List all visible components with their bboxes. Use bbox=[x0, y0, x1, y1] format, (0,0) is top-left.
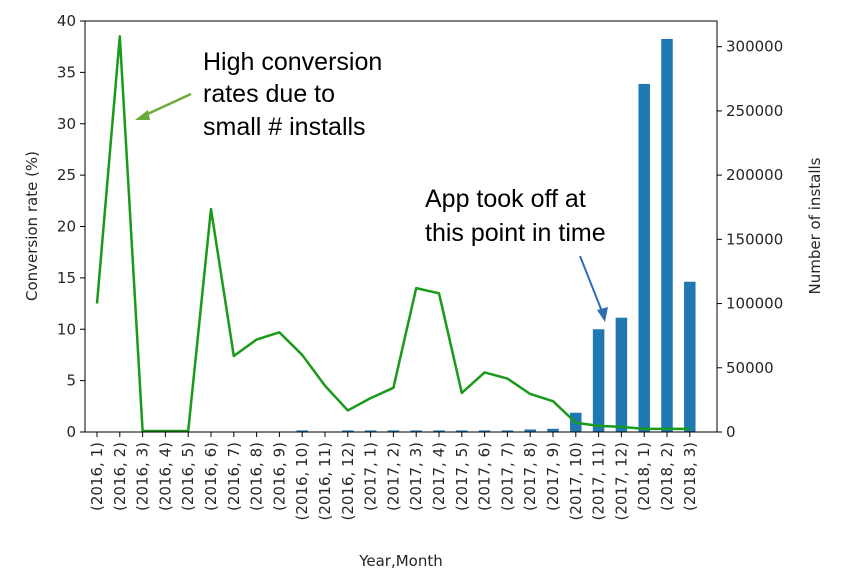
bar bbox=[638, 83, 650, 432]
x-tick-label: (2017, 1) bbox=[362, 442, 380, 511]
annotation-arrowhead bbox=[135, 110, 150, 120]
annotation-arrowhead bbox=[597, 307, 608, 322]
x-tick-label: (2018, 3) bbox=[681, 442, 699, 511]
bar bbox=[364, 430, 377, 432]
x-tick-label: (2017, 11) bbox=[590, 442, 608, 521]
bar bbox=[433, 430, 445, 432]
x-tick-label: (2016, 8) bbox=[248, 442, 266, 511]
bar bbox=[524, 429, 536, 432]
x-tick-label: (2016, 5) bbox=[179, 442, 197, 511]
right-tick-label: 100000 bbox=[726, 295, 783, 313]
x-tick-label: (2017, 10) bbox=[567, 442, 585, 521]
bar bbox=[478, 430, 491, 432]
bar bbox=[661, 38, 673, 432]
x-tick-label: (2016, 11) bbox=[316, 442, 334, 521]
left-tick-label: 25 bbox=[57, 166, 76, 184]
annotation-app-took-off: App took off at this point in time bbox=[425, 185, 608, 322]
annotation-line: this point in time bbox=[425, 219, 606, 247]
left-tick-label: 5 bbox=[66, 372, 76, 390]
left-y-axis-label: Conversion rate (%) bbox=[23, 151, 41, 301]
x-tick-label: (2017, 9) bbox=[544, 442, 562, 511]
left-y-axis: 0 5 10 15 20 25 30 35 40 bbox=[57, 12, 85, 441]
annotation-line: rates due to bbox=[203, 80, 335, 108]
right-tick-label: 200000 bbox=[726, 166, 783, 184]
x-tick-label: (2017, 6) bbox=[476, 442, 494, 511]
right-tick-label: 0 bbox=[726, 423, 736, 441]
bar bbox=[296, 430, 308, 432]
x-axis-label: Year,Month bbox=[358, 552, 443, 570]
x-tick-label: (2017, 7) bbox=[498, 442, 516, 511]
right-tick-label: 300000 bbox=[726, 38, 783, 56]
right-y-axis-label: Number of installs bbox=[806, 157, 824, 294]
x-tick-label: (2017, 8) bbox=[521, 442, 539, 511]
bar bbox=[387, 430, 400, 432]
bar bbox=[456, 430, 468, 432]
x-tick-label: (2016, 4) bbox=[156, 442, 174, 511]
x-tick-label: (2016, 1) bbox=[88, 442, 106, 511]
annotation-arrow bbox=[579, 255, 604, 315]
bar bbox=[684, 281, 696, 432]
x-tick-label: (2018, 1) bbox=[635, 442, 653, 511]
annotation-line: App took off at bbox=[425, 185, 586, 213]
left-tick-label: 10 bbox=[57, 320, 76, 338]
x-axis: (2016, 1) (2016, 2) (2016, 3) (2016, 4) (201… bbox=[88, 432, 699, 521]
right-tick-label: 150000 bbox=[726, 230, 783, 248]
x-tick-label: (2016, 3) bbox=[134, 442, 152, 511]
x-tick-label: (2016, 7) bbox=[225, 442, 243, 511]
x-tick-label: (2016, 12) bbox=[339, 442, 357, 521]
right-tick-label: 50000 bbox=[726, 359, 774, 377]
x-tick-label: (2017, 12) bbox=[612, 442, 630, 521]
annotation-line: High conversion bbox=[203, 48, 382, 76]
right-tick-label: 250000 bbox=[726, 102, 783, 120]
annotation-high-conversion: High conversion rates due to small # ins… bbox=[135, 48, 382, 141]
bar bbox=[342, 430, 354, 432]
x-tick-label: (2018, 2) bbox=[658, 442, 676, 511]
right-y-axis: 0 50000 100000 150000 200000 250000 300000 bbox=[717, 38, 783, 441]
x-tick-label: (2017, 2) bbox=[384, 442, 402, 511]
left-tick-label: 30 bbox=[57, 115, 76, 133]
x-tick-label: (2016, 6) bbox=[202, 442, 220, 511]
x-tick-label: (2017, 5) bbox=[453, 442, 471, 511]
left-tick-label: 35 bbox=[57, 63, 76, 81]
bar bbox=[592, 329, 605, 432]
x-tick-label: (2016, 10) bbox=[293, 442, 311, 521]
x-tick-label: (2017, 4) bbox=[430, 442, 448, 511]
x-tick-label: (2016, 9) bbox=[270, 442, 288, 511]
left-tick-label: 15 bbox=[57, 269, 76, 287]
left-tick-label: 20 bbox=[57, 218, 76, 236]
x-tick-label: (2016, 2) bbox=[111, 442, 129, 511]
bar bbox=[501, 430, 514, 432]
bar bbox=[547, 428, 559, 432]
left-tick-label: 40 bbox=[57, 12, 76, 30]
annotation-line: small # installs bbox=[203, 113, 366, 141]
bar bbox=[410, 430, 422, 432]
annotation-arrow bbox=[140, 92, 192, 119]
left-tick-label: 0 bbox=[66, 423, 76, 441]
bar bbox=[615, 317, 628, 432]
x-tick-label: (2017, 3) bbox=[407, 442, 425, 511]
